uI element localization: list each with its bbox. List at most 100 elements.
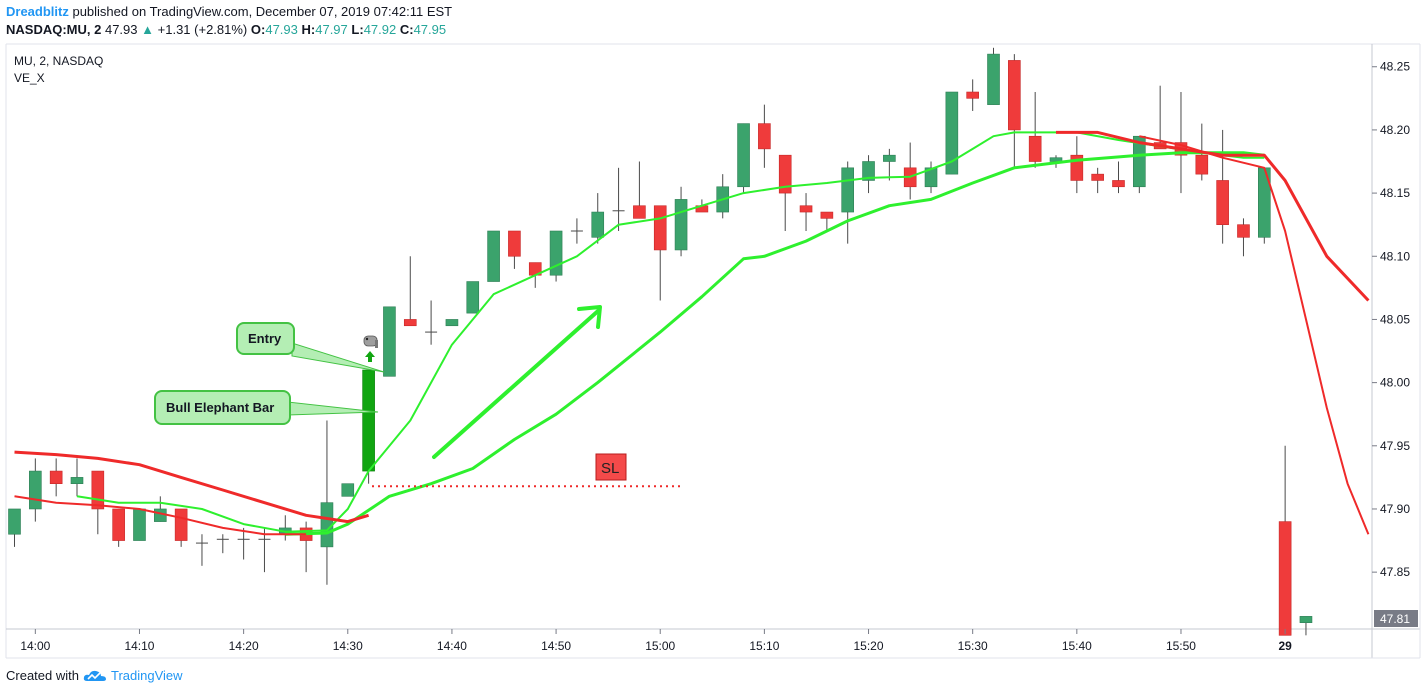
entry-callout-box (236, 322, 295, 355)
candle-body (1195, 154, 1209, 175)
candle-body (820, 211, 834, 219)
candle-body (403, 319, 417, 327)
stop-loss-label[interactable]: SL (595, 453, 627, 481)
candle (1112, 161, 1125, 194)
candle (674, 186, 688, 257)
candle (820, 211, 834, 231)
stop-loss-box (595, 453, 627, 481)
candle-body (174, 508, 188, 541)
elephant-icon-eye (365, 337, 369, 341)
candle-body (778, 154, 792, 194)
bull-elephant-callout-text: Bull Elephant Bar (166, 400, 274, 415)
candle (425, 300, 438, 345)
candle (320, 420, 334, 585)
candle-body (945, 91, 959, 175)
candle (174, 508, 188, 547)
candle-body (1216, 180, 1229, 225)
candle (1278, 445, 1292, 636)
bull-elephant-bar-callout[interactable]: Bull Elephant Bar (154, 390, 379, 425)
x-tick-label: 14:30 (333, 639, 363, 653)
candle (29, 458, 42, 522)
candle (1070, 136, 1084, 194)
candle (1174, 92, 1188, 194)
candle (383, 306, 396, 377)
candle-body (1028, 135, 1042, 162)
candle (633, 161, 646, 219)
ma-line-slow-ma-right (1056, 130, 1370, 302)
candle (841, 161, 855, 244)
legend-indicator[interactable]: VE_X (14, 71, 45, 85)
candle-body (653, 205, 667, 251)
entry-callout-text: Entry (248, 331, 282, 346)
trend-arrow (432, 305, 602, 459)
x-tick-label: 15:20 (854, 639, 884, 653)
low-value: 47.92 (363, 22, 397, 37)
y-tick-label: 48.10 (1380, 249, 1410, 263)
x-tick-label: 29 (1278, 639, 1292, 653)
candle-body (1237, 224, 1250, 238)
price-tag-text: 47.81 (1380, 612, 1410, 626)
stop-loss-text: SL (601, 460, 619, 477)
candle-body (924, 167, 938, 188)
candle-body (841, 167, 855, 213)
symbol-label: NASDAQ:MU, 2 (6, 22, 102, 37)
legend-symbol[interactable]: MU, 2, NASDAQ (14, 54, 104, 68)
candle (487, 230, 500, 282)
candle-body (966, 91, 979, 99)
candle (1091, 167, 1104, 194)
candle (799, 193, 813, 231)
ma-line-slow-ma (14, 450, 370, 524)
candle-body (466, 281, 480, 314)
x-tick-label: 14:00 (20, 639, 50, 653)
price-axis[interactable]: 48.25 48.20 48.15 48.10 48.05 48.00 47.95 47.90… (1372, 60, 1410, 579)
y-tick-label: 48.15 (1380, 186, 1410, 200)
trend-arrow-head (577, 305, 602, 329)
candle (966, 79, 979, 111)
x-tick-label: 14:20 (229, 639, 259, 653)
time-axis[interactable]: 14:00 14:10 14:20 14:30 14:40 14:50 15:00 15:10… (20, 629, 1292, 653)
candle-body (633, 205, 646, 219)
candle (445, 319, 459, 327)
candle (987, 47, 1000, 105)
quote-bar: NASDAQ:MU, 2 47.93 ▲ +1.31 (+2.81%) O:47… (6, 22, 446, 37)
candle-body (1112, 180, 1125, 188)
price-tag-box (1374, 610, 1418, 627)
candle-body (591, 211, 605, 238)
candle (466, 281, 480, 314)
candle-body (445, 319, 459, 327)
tradingview-brand[interactable]: TradingView (110, 668, 183, 683)
x-tick-label: 15:10 (749, 639, 779, 653)
y-tick-label: 48.05 (1380, 312, 1410, 326)
candle-body (341, 483, 355, 497)
candle (195, 534, 208, 566)
y-tick-label: 48.25 (1380, 60, 1410, 74)
bull-elephant-callout-box (154, 390, 291, 425)
y-tick-label: 47.85 (1380, 565, 1410, 579)
candle (112, 508, 125, 547)
entry-callout[interactable]: Entry (236, 322, 385, 373)
author-link[interactable]: Dreadblitz (6, 4, 69, 19)
candle (1028, 92, 1042, 168)
y-tick-label: 47.90 (1380, 502, 1410, 516)
candle (716, 174, 730, 219)
candle (341, 483, 355, 497)
candle-body (987, 53, 1000, 105)
trend-arrow-shaft (432, 309, 600, 459)
created-with-text: Created with (6, 668, 79, 683)
y-tick-label: 48.00 (1380, 376, 1410, 390)
candle (883, 148, 896, 181)
candle (758, 104, 771, 168)
elephant-icon-trunk (375, 340, 378, 348)
high-label: H: (301, 22, 316, 37)
x-tick-label: 15:40 (1062, 639, 1092, 653)
x-tick-label: 15:00 (645, 639, 675, 653)
candle-body (758, 123, 771, 150)
candle (133, 508, 146, 541)
candle (570, 218, 583, 244)
candle (924, 161, 938, 194)
x-tick-label: 15:30 (958, 639, 988, 653)
candle (1258, 167, 1271, 244)
footer: Created with TradingView (6, 668, 183, 683)
candle (91, 470, 105, 535)
